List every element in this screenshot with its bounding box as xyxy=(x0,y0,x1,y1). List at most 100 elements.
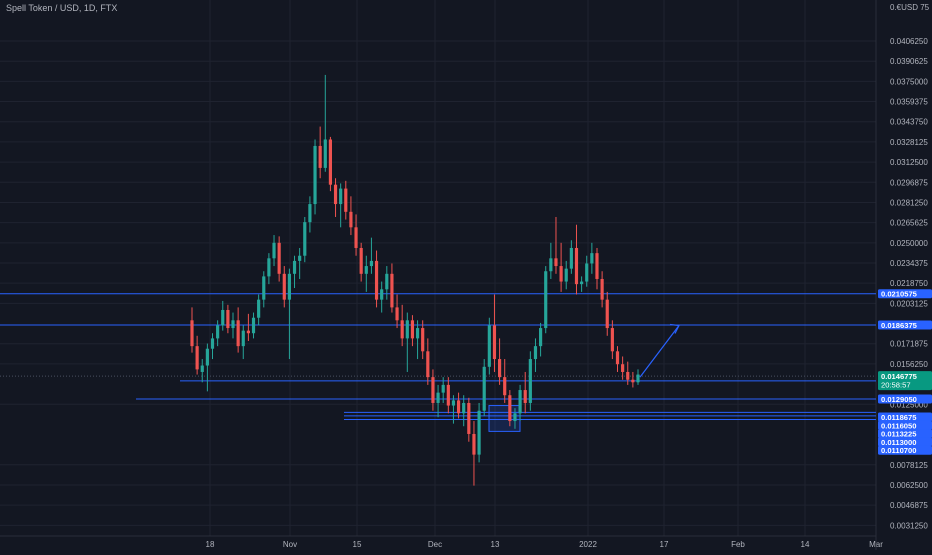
candle-body xyxy=(251,317,256,334)
countdown-text: 20:58:57 xyxy=(881,381,911,390)
candle-body xyxy=(292,260,297,274)
candle xyxy=(349,196,353,236)
candle-body xyxy=(405,320,409,339)
candle-body xyxy=(236,320,240,347)
x-tick-label: 15 xyxy=(353,540,362,549)
candle-body xyxy=(528,359,532,403)
candle-body xyxy=(431,377,435,403)
candle-body xyxy=(631,379,635,383)
candle-body xyxy=(626,371,630,380)
price-label-badge: 0.0210575 xyxy=(878,289,932,299)
candle-body xyxy=(426,351,430,378)
candle-body xyxy=(410,320,415,339)
candle-body xyxy=(339,188,343,205)
candle-body xyxy=(580,281,584,285)
candle xyxy=(539,322,543,357)
candle xyxy=(528,351,532,411)
candle xyxy=(605,291,609,336)
candle-body xyxy=(610,328,614,352)
y-tick-label: 0.0265625 xyxy=(890,219,928,228)
candle-body xyxy=(226,309,230,329)
candle-body xyxy=(267,258,271,277)
candle-body xyxy=(441,384,445,393)
price-label-badge: 0.0116050 xyxy=(878,420,932,430)
candle xyxy=(216,320,220,347)
candle-body xyxy=(600,278,604,300)
candle-body xyxy=(216,325,220,339)
candle-body xyxy=(492,325,497,360)
candle-body xyxy=(467,402,471,434)
candle xyxy=(410,315,415,347)
x-tick-label: Feb xyxy=(731,540,745,549)
candle-body xyxy=(354,227,358,248)
candle-body xyxy=(544,271,548,329)
price-label-badge: 0.0118675 xyxy=(878,412,932,422)
y-tick-label: 0.0375000 xyxy=(890,77,928,86)
candle xyxy=(400,304,404,347)
candle-body xyxy=(487,325,491,367)
candle-body xyxy=(590,253,594,264)
candle xyxy=(333,178,338,217)
candle xyxy=(472,421,476,486)
candle xyxy=(287,268,291,360)
candle xyxy=(610,320,614,360)
candle xyxy=(221,300,225,331)
candle xyxy=(559,242,563,292)
candle xyxy=(436,384,440,418)
candle xyxy=(318,126,322,179)
candle-body xyxy=(380,289,384,300)
candle xyxy=(251,312,256,339)
candle xyxy=(226,304,230,334)
candle-body xyxy=(636,374,640,383)
candle-body xyxy=(313,145,317,205)
candle xyxy=(467,397,471,442)
candle-body xyxy=(421,328,425,352)
candle xyxy=(195,335,199,375)
x-tick-label: Dec xyxy=(428,540,442,549)
x-tick-label: 2022 xyxy=(579,540,597,549)
price-label-text: 0.0129050 xyxy=(881,395,917,404)
candle-body xyxy=(456,400,461,414)
candle xyxy=(431,369,435,411)
y-tick-label: 0.0281250 xyxy=(890,198,928,207)
candle xyxy=(544,266,548,334)
candle xyxy=(190,307,194,353)
candle-body xyxy=(533,346,538,360)
candle-body xyxy=(303,222,307,256)
candle-body xyxy=(385,273,389,290)
current-price-text: 0.0146775 xyxy=(881,372,918,381)
candle-body xyxy=(523,390,527,403)
price-label-text: 0.0186375 xyxy=(881,321,918,330)
candle xyxy=(441,377,445,403)
candle-body xyxy=(508,395,512,422)
candle-body xyxy=(569,247,573,269)
candle xyxy=(415,320,420,360)
candle xyxy=(246,313,250,341)
candle xyxy=(595,247,599,290)
candle-body xyxy=(549,258,553,272)
candle-body xyxy=(374,260,379,300)
candle xyxy=(477,402,481,463)
candle xyxy=(518,384,522,422)
candle-body xyxy=(344,188,348,212)
candle xyxy=(257,294,261,326)
candle xyxy=(421,320,425,360)
candle xyxy=(385,266,389,300)
candle xyxy=(523,371,527,414)
y-tick-label: 0.0328125 xyxy=(890,138,928,147)
candle-body xyxy=(287,273,291,300)
candle-body xyxy=(277,242,281,274)
candle-body xyxy=(318,145,322,168)
y-tick-label: 0.0203125 xyxy=(890,299,928,308)
candle xyxy=(323,74,327,172)
candle xyxy=(328,136,333,192)
price-label-badge: 0.0110700 xyxy=(878,445,932,455)
candle-body xyxy=(503,377,507,396)
candle xyxy=(344,180,348,220)
candle-body xyxy=(257,299,261,318)
candle-body xyxy=(585,263,589,282)
y-tick-label: 0.0156250 xyxy=(890,360,928,369)
price-label-badge: 0.0113000 xyxy=(878,437,932,447)
